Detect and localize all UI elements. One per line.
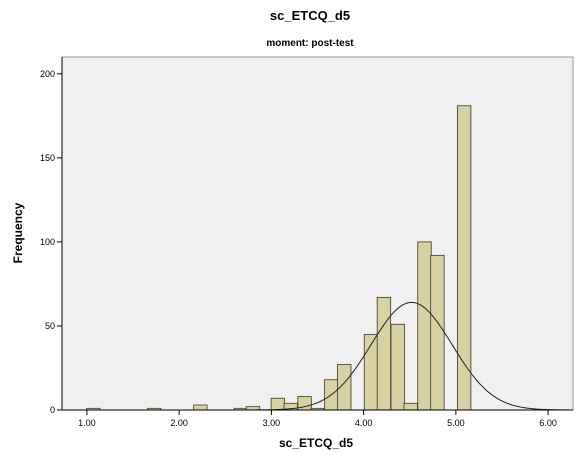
x-tick-label: 1.00: [78, 418, 96, 428]
y-tick-label: 100: [40, 237, 55, 247]
histogram-bar: [363, 333, 379, 411]
y-axis-ticks: 0 50 100 150 200: [40, 69, 62, 415]
histogram-bar: [417, 241, 432, 411]
histogram-bar: [376, 296, 392, 411]
x-tick-label: 5.00: [447, 418, 465, 428]
histogram-bar: [430, 254, 445, 411]
x-tick-label: 2.00: [170, 418, 188, 428]
x-tick-label: 4.00: [355, 418, 373, 428]
x-tick-label: 3.00: [263, 418, 281, 428]
histogram-bar: [193, 404, 208, 411]
y-axis-label: Frequency: [11, 202, 25, 263]
histogram-bar: [403, 402, 418, 411]
chart-title: sc_ETCQ_d5: [270, 8, 350, 23]
chart-subtitle: moment: post-test: [266, 38, 354, 49]
y-tick-label: 50: [45, 321, 55, 331]
x-tick-label: 6.00: [539, 418, 557, 428]
x-axis-label: sc_ETCQ_d5: [279, 436, 353, 450]
histogram-bar: [270, 397, 285, 411]
y-tick-label: 200: [40, 69, 55, 79]
plot-area: [61, 56, 574, 411]
x-axis-ticks: 1.00 2.00 3.00 4.00 5.00 6.00: [78, 410, 557, 428]
y-tick-label: 150: [40, 153, 55, 163]
histogram-bar: [390, 323, 405, 411]
y-tick-label: 0: [50, 405, 55, 415]
